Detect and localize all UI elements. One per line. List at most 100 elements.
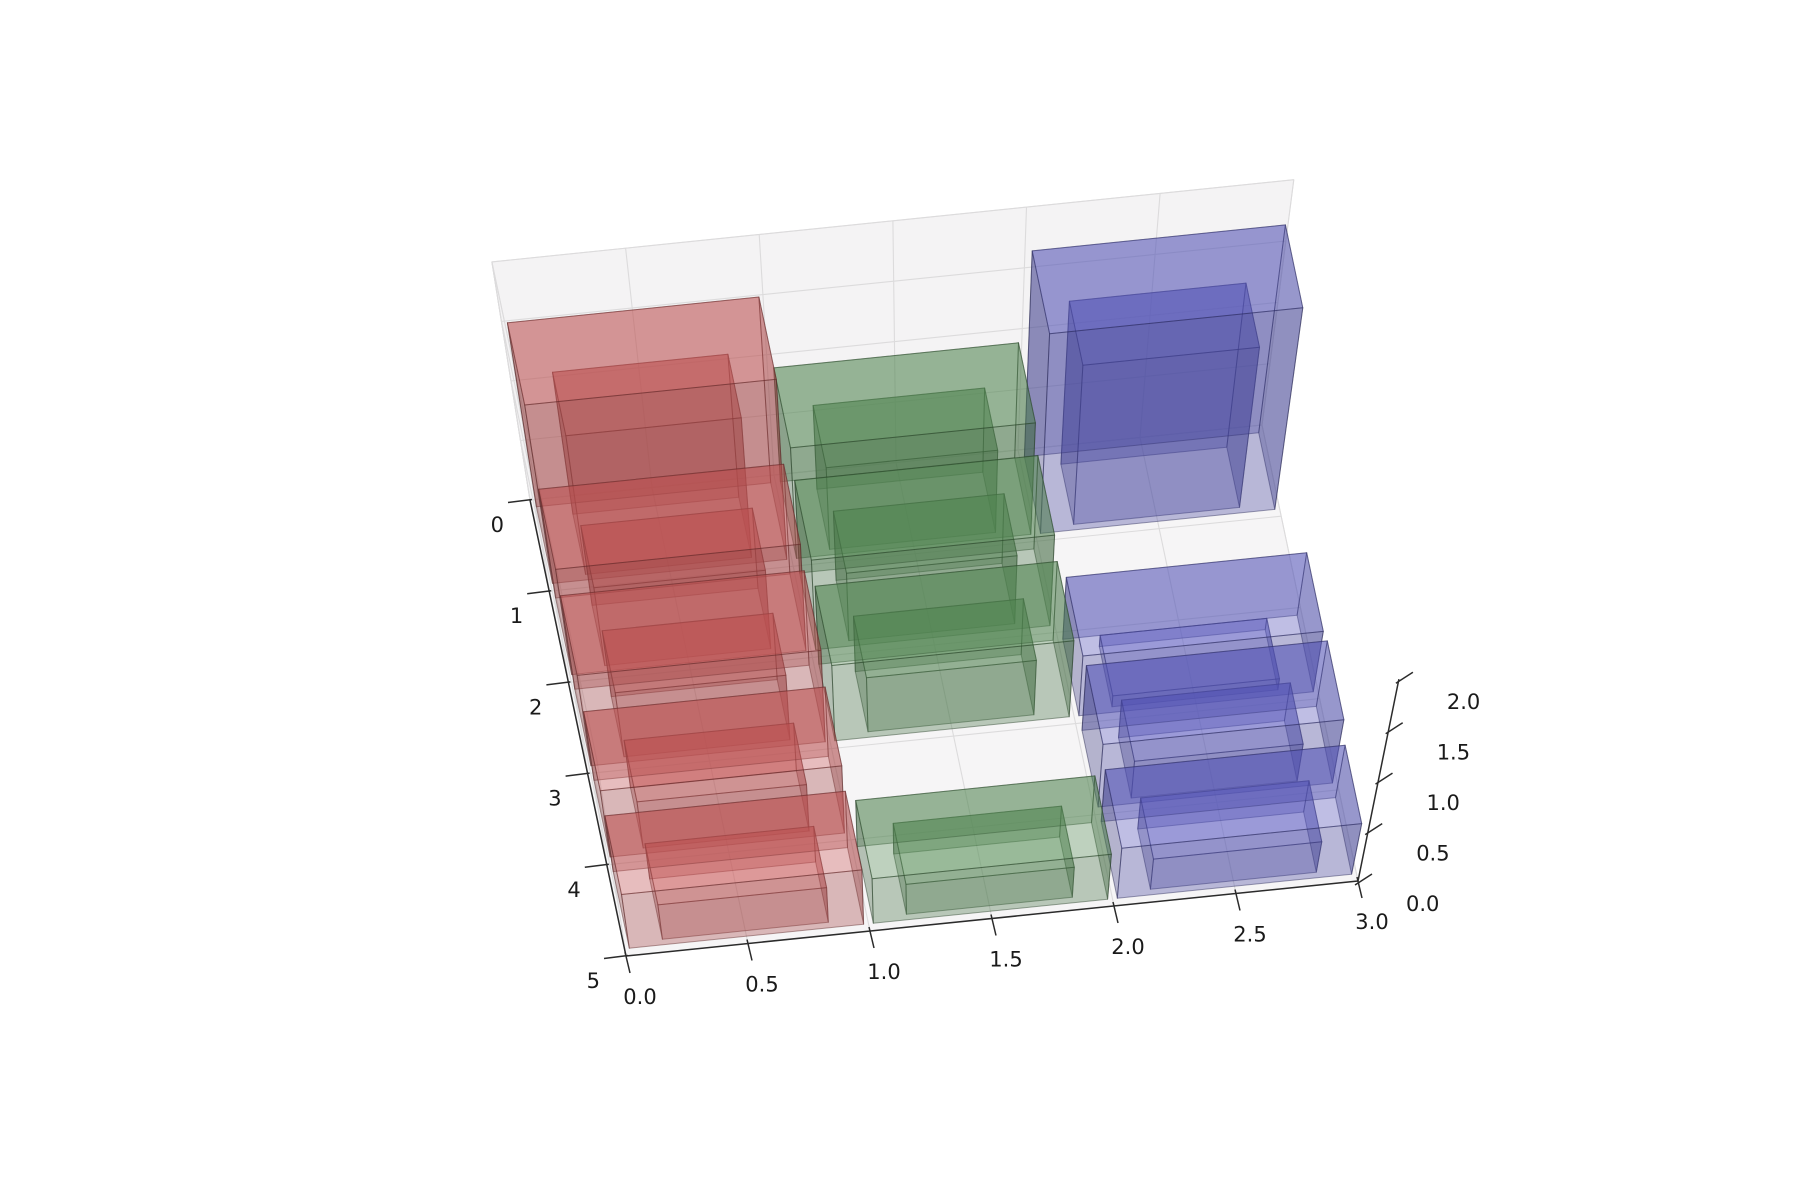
y-axis-tick xyxy=(507,498,533,504)
z-axis-tick xyxy=(1364,822,1383,836)
x-axis-tick xyxy=(1234,889,1241,911)
inner-face-right xyxy=(982,387,999,533)
inner-face-front xyxy=(1149,841,1323,890)
outer-face-back xyxy=(794,455,1039,574)
grid-backwall-z xyxy=(501,240,1286,322)
outer-face-left xyxy=(794,480,817,651)
grid-leftwall-y xyxy=(596,761,627,957)
inner-face-right xyxy=(1059,805,1075,898)
grid-floor-y xyxy=(606,789,1339,866)
inner-face-back xyxy=(1137,780,1310,830)
inner-face-top xyxy=(1121,682,1304,762)
grid-leftwall-z xyxy=(491,261,598,762)
outer-face-front xyxy=(555,543,807,676)
outer-face-left xyxy=(773,367,797,559)
inner-face-back xyxy=(1098,617,1268,648)
inner-face-back xyxy=(812,387,986,490)
outer-face-left xyxy=(560,595,592,767)
outer-face-right xyxy=(1091,775,1112,900)
outer-face-right xyxy=(844,790,865,925)
bar-blue-column-row4 xyxy=(1100,744,1363,899)
inner-face-right xyxy=(793,722,810,832)
inner-face-back xyxy=(832,493,1005,581)
outer-face-top xyxy=(604,790,863,895)
x-tick-label: 0.5 xyxy=(745,973,778,997)
outer-face-back xyxy=(506,296,772,508)
x-tick-label: 2.0 xyxy=(1111,935,1144,959)
grid-floor-y xyxy=(568,606,1301,683)
inner-face-front xyxy=(866,659,1037,733)
outer-face-front xyxy=(621,869,865,949)
inner-face-left xyxy=(552,371,587,575)
outer-face-back xyxy=(1023,224,1286,458)
inner-face-left xyxy=(601,630,625,758)
x-tick-label: 1.5 xyxy=(989,948,1022,972)
bar-green-column-row0 xyxy=(773,342,1036,559)
bar-red-column-row0 xyxy=(506,296,788,584)
chart-axes xyxy=(507,498,1414,974)
outer-face-left xyxy=(506,322,553,584)
outer-face-left xyxy=(1062,576,1084,717)
y-axis-spine xyxy=(529,499,627,957)
outer-face-top xyxy=(538,463,801,570)
inner-face-left xyxy=(853,615,869,733)
x-axis-tick xyxy=(624,951,631,974)
inner-face-left xyxy=(623,739,644,849)
outer-face-front xyxy=(1097,719,1345,808)
x-axis xyxy=(624,876,1363,974)
inner-face-left xyxy=(812,405,831,550)
outer-face-right xyxy=(1315,640,1345,784)
outer-face-left xyxy=(1100,769,1123,899)
inner-face-back xyxy=(580,507,759,606)
y-tick-label: 2 xyxy=(529,695,542,719)
grid-floor-x xyxy=(895,462,993,919)
inner-face-front xyxy=(1111,678,1280,708)
inner-face-top xyxy=(601,612,787,694)
inner-face-left xyxy=(1098,634,1114,708)
outer-face-front xyxy=(790,422,1036,559)
inner-face-left xyxy=(892,822,907,915)
y-axis-tick xyxy=(527,589,552,595)
outer-face-right xyxy=(758,296,788,560)
outer-face-back xyxy=(814,561,1058,665)
inner-face-top xyxy=(832,493,1018,574)
inner-face-right xyxy=(1020,598,1037,716)
z-tick-label: 1.5 xyxy=(1437,741,1470,765)
y-tick-label: 1 xyxy=(510,604,523,628)
inner-face-left xyxy=(832,510,850,642)
chart-bars xyxy=(506,224,1363,949)
inner-face-top xyxy=(892,805,1075,885)
outer-face-top xyxy=(1104,744,1363,849)
inner-face-back xyxy=(853,598,1024,673)
bar-blue-column-row3 xyxy=(1081,640,1345,808)
inner-face-right xyxy=(772,612,791,741)
inner-face-right xyxy=(1303,780,1323,873)
grid-floor-x xyxy=(1261,424,1359,882)
x-axis-tick xyxy=(1112,901,1119,924)
grid-backwall-z xyxy=(510,301,1278,382)
inner-face-front xyxy=(636,784,810,849)
inner-face-top xyxy=(623,722,807,803)
outer-face-right xyxy=(1052,561,1075,718)
y-axis-tick xyxy=(603,954,629,960)
inner-face-top xyxy=(1099,617,1280,697)
grid-floor-y xyxy=(549,515,1282,592)
outer-face-top xyxy=(814,561,1075,666)
inner-face-right xyxy=(813,825,829,923)
outer-face-back xyxy=(855,775,1096,848)
x-axis-tick xyxy=(746,939,753,961)
outer-face-back xyxy=(604,790,848,873)
inner-face-top xyxy=(552,353,742,437)
z-tick-label: 0.0 xyxy=(1406,892,1439,916)
outer-face-left xyxy=(604,815,630,949)
outer-face-back xyxy=(538,463,791,599)
outer-face-back xyxy=(1062,552,1308,640)
outer-face-left xyxy=(538,488,573,676)
inner-face-front xyxy=(657,887,829,940)
inner-face-right xyxy=(1264,617,1280,691)
inner-face-back xyxy=(601,612,778,698)
bar-green-column-row2 xyxy=(814,561,1075,742)
inner-face-front xyxy=(1130,743,1304,799)
